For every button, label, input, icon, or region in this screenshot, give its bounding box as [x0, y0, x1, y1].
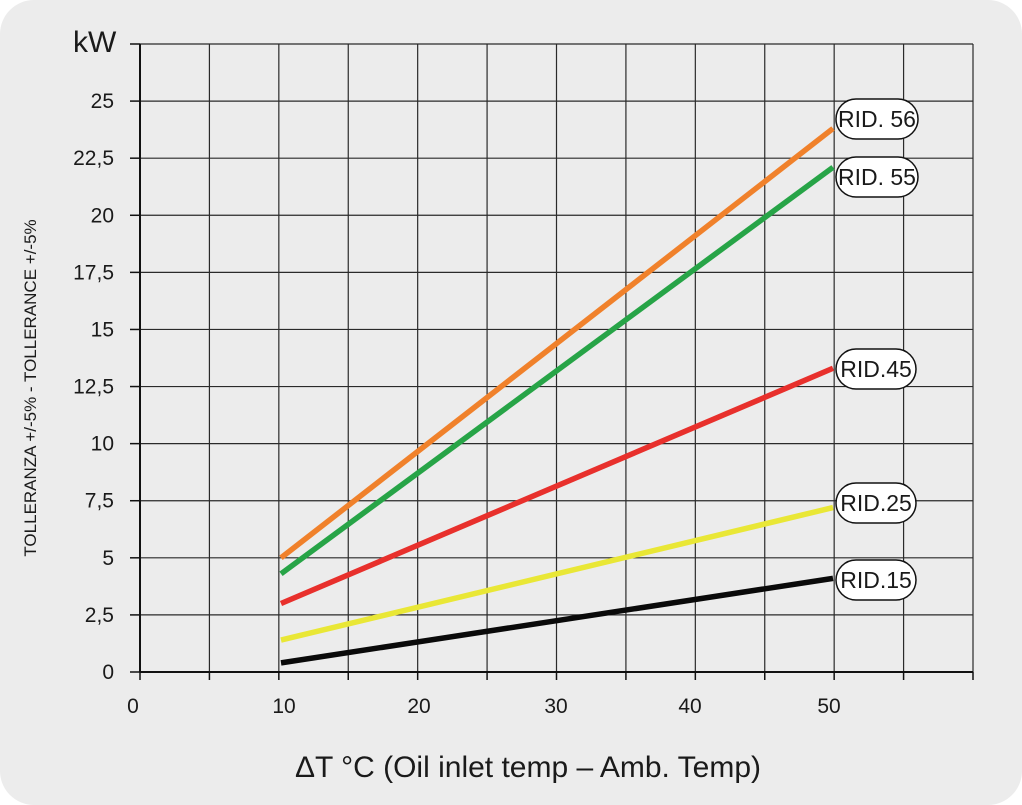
series-label-pill: [835, 559, 917, 601]
series-label: RID. 56: [835, 98, 919, 140]
y-tick-label: 25: [91, 90, 114, 113]
y-tick-label: 10: [91, 433, 114, 456]
y-tick-label: 5: [102, 547, 114, 570]
series-label-pill: [835, 156, 919, 198]
y-tick-label: 20: [91, 204, 114, 227]
y-tick-label: 2,5: [85, 604, 114, 627]
series-lines: [279, 126, 835, 666]
x-tick-label: 20: [407, 695, 430, 718]
series-label: RID. 55: [835, 156, 919, 198]
x-tick-label: 10: [272, 695, 295, 718]
tick-labels: 0 2,5 5 7,5 10 12,5 15 17,5 20 22,5 25 0 10 20 30 40 50: [73, 90, 841, 718]
series-label-pill: [835, 98, 919, 140]
x-tick-label: 40: [678, 695, 701, 718]
grid: [140, 43, 974, 672]
series-label-text: RID.25: [840, 490, 912, 516]
x-tick-label: 50: [817, 695, 840, 718]
series-line: [280, 504, 834, 643]
series-label: RID.15: [835, 559, 917, 601]
y-tick-label: 0: [102, 661, 114, 684]
series-line: [280, 575, 834, 666]
y-unit-label: kW: [73, 26, 117, 59]
series-label-text: RID.15: [840, 567, 912, 593]
series-line: [279, 126, 835, 560]
series-line: [279, 365, 835, 607]
series-label-text: RID. 56: [838, 106, 916, 132]
series-label-pill: [835, 482, 917, 524]
series-line: [279, 165, 835, 577]
y-tick-label: 7,5: [85, 490, 114, 513]
x-axis-title: ΔT °C (Oil inlet temp – Amb. Temp): [295, 751, 761, 784]
series-label-pill: [835, 348, 917, 390]
x-tick-label: 30: [544, 695, 567, 718]
y-tick-label: 12,5: [73, 376, 114, 399]
y-axis-title: TOLLERANZA +/-5% - TOLLERANCE +/-5%: [21, 219, 40, 556]
series-label: RID.25: [835, 482, 917, 524]
y-tick-label: 17,5: [73, 261, 114, 284]
series-label-text: RID. 55: [838, 164, 916, 190]
series-label: RID.45: [835, 348, 917, 390]
series-labels: RID. 56 RID. 55 RID.45 RID.25 RID.15: [835, 98, 919, 601]
x-tick-label: 0: [127, 695, 139, 718]
axes: [130, 43, 974, 680]
y-tick-label: 15: [91, 318, 114, 341]
y-tick-label: 22,5: [73, 147, 114, 170]
series-label-text: RID.45: [840, 356, 912, 382]
